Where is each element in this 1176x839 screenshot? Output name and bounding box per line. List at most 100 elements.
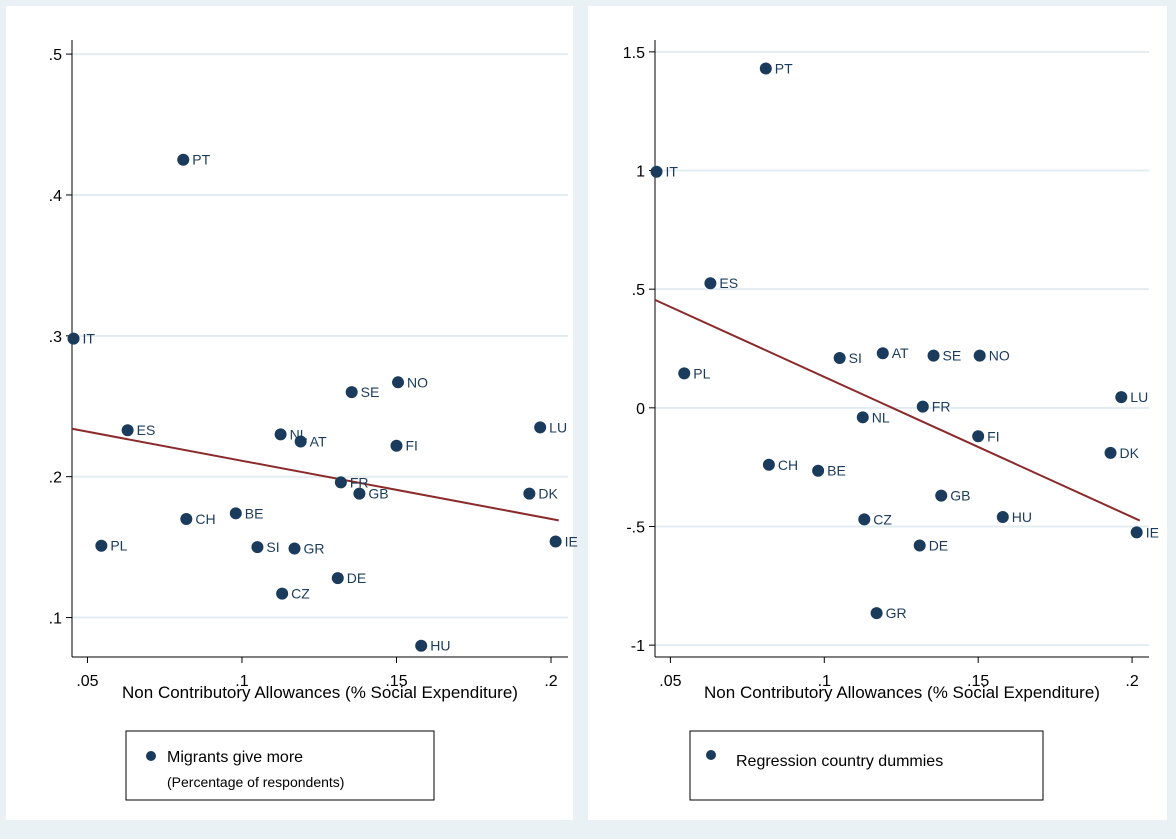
point-label-no: NO — [989, 348, 1010, 364]
fit-line — [71, 427, 559, 522]
x-tick-label: .05 — [659, 673, 681, 690]
y-tick-label: 1.5 — [623, 45, 645, 62]
chart-panel-1: .1 .2 .3 .4 .5 .05 .1 .15 .2 Non Contributory All… — [6, 6, 578, 820]
point-label-es: ES — [719, 275, 738, 291]
point-label-be: BE — [827, 463, 846, 479]
data-point-no — [973, 349, 986, 362]
point-label-se: SE — [943, 348, 962, 364]
data-point-es — [121, 424, 134, 437]
y-tick-label: .5 — [632, 282, 645, 299]
data-point-pl — [95, 539, 108, 552]
legend-label: Migrants give more — [167, 749, 303, 766]
point-label-ie: IE — [1146, 524, 1159, 540]
y-tick-label: 1 — [636, 164, 645, 181]
x-tick-label: .1 — [818, 673, 831, 690]
data-point-es — [704, 277, 717, 290]
point-label-at: AT — [892, 345, 909, 361]
data-point-hu — [415, 639, 428, 652]
point-label-fr: FR — [350, 474, 369, 490]
point-label-pl: PL — [110, 538, 127, 554]
x-tick-label: .15 — [967, 673, 989, 690]
legend-sublabel: (Percentage of respondents) — [167, 774, 344, 790]
data-point-hu — [996, 510, 1009, 523]
data-point-be — [812, 464, 825, 477]
point-label-fi: FI — [405, 438, 417, 454]
data-point-ch — [762, 458, 775, 471]
data-point-at — [876, 347, 889, 360]
legend-label: Regression country dummies — [736, 753, 943, 770]
point-label-fi: FI — [987, 428, 999, 444]
data-point-ie — [1130, 526, 1143, 539]
point-label-es: ES — [137, 422, 156, 438]
x-tick-label: .05 — [76, 673, 98, 690]
y-tick-label: .4 — [49, 188, 62, 205]
point-label-lu: LU — [1130, 389, 1148, 405]
data-point-fr — [334, 476, 347, 489]
data-point-it — [650, 165, 663, 178]
data-point-cz — [858, 513, 871, 526]
point-label-dk: DK — [538, 486, 558, 502]
point-label-it: IT — [666, 164, 679, 180]
point-label-fr: FR — [932, 399, 951, 415]
data-point-nl — [274, 428, 287, 441]
data-point-pl — [678, 367, 691, 380]
point-label-cz: CZ — [291, 586, 310, 602]
point-label-se: SE — [361, 384, 380, 400]
data-point-at — [294, 435, 307, 448]
point-label-it: IT — [83, 331, 96, 347]
y-tick-label: .3 — [49, 329, 62, 346]
data-point-be — [229, 507, 242, 520]
data-point-si — [251, 541, 264, 554]
data-point-gb — [353, 487, 366, 500]
point-label-hu: HU — [430, 638, 450, 654]
y-tick-label: .5 — [49, 47, 62, 64]
x-tick-label: .2 — [544, 673, 557, 690]
x-axis-label: Non Contributory Allowances (% Social Ex… — [704, 683, 1100, 702]
x-axis-label: Non Contributory Allowances (% Social Ex… — [122, 683, 518, 702]
data-point-fi — [972, 430, 985, 443]
point-label-de: DE — [347, 570, 366, 586]
point-label-ch: CH — [778, 457, 798, 473]
point-label-dk: DK — [1120, 445, 1140, 461]
data-point-gb — [935, 489, 948, 502]
fit-line — [654, 298, 1141, 522]
y-tick-label: .1 — [49, 611, 62, 628]
point-label-lu: LU — [549, 419, 567, 435]
point-label-si: SI — [849, 350, 862, 366]
point-label-at: AT — [310, 433, 327, 449]
y-tick-label: -1 — [631, 638, 645, 655]
data-point-nl — [856, 411, 869, 424]
data-point-gr — [288, 542, 301, 555]
y-tick-label: .2 — [49, 470, 62, 487]
data-point-pt — [759, 62, 772, 75]
y-tick-label: 0 — [636, 401, 645, 418]
point-label-si: SI — [266, 539, 279, 555]
data-point-fi — [390, 439, 403, 452]
data-point-de — [913, 539, 926, 552]
x-tick-label: .1 — [235, 673, 248, 690]
data-point-no — [392, 376, 405, 389]
data-point-si — [833, 351, 846, 364]
data-point-it — [67, 332, 80, 345]
data-point-dk — [1104, 446, 1117, 459]
data-point-cz — [276, 587, 289, 600]
point-label-gb: GB — [368, 486, 388, 502]
point-label-no: NO — [407, 374, 428, 390]
point-label-pt: PT — [192, 152, 210, 168]
data-point-dk — [523, 487, 536, 500]
data-point-ch — [180, 512, 193, 525]
x-tick-label: .2 — [1125, 673, 1138, 690]
data-point-lu — [534, 421, 547, 434]
point-label-hu: HU — [1012, 509, 1032, 525]
legend-marker — [706, 750, 716, 760]
point-label-gr: GR — [886, 605, 907, 621]
legend-marker — [146, 751, 156, 761]
point-label-gr: GR — [304, 541, 325, 557]
data-point-se — [927, 349, 940, 362]
y-tick-label: -.5 — [626, 519, 645, 536]
point-label-ch: CH — [195, 511, 215, 527]
data-point-ie — [549, 535, 562, 548]
point-label-pt: PT — [775, 60, 793, 76]
data-point-lu — [1115, 391, 1128, 404]
x-tick-label: .15 — [385, 673, 407, 690]
